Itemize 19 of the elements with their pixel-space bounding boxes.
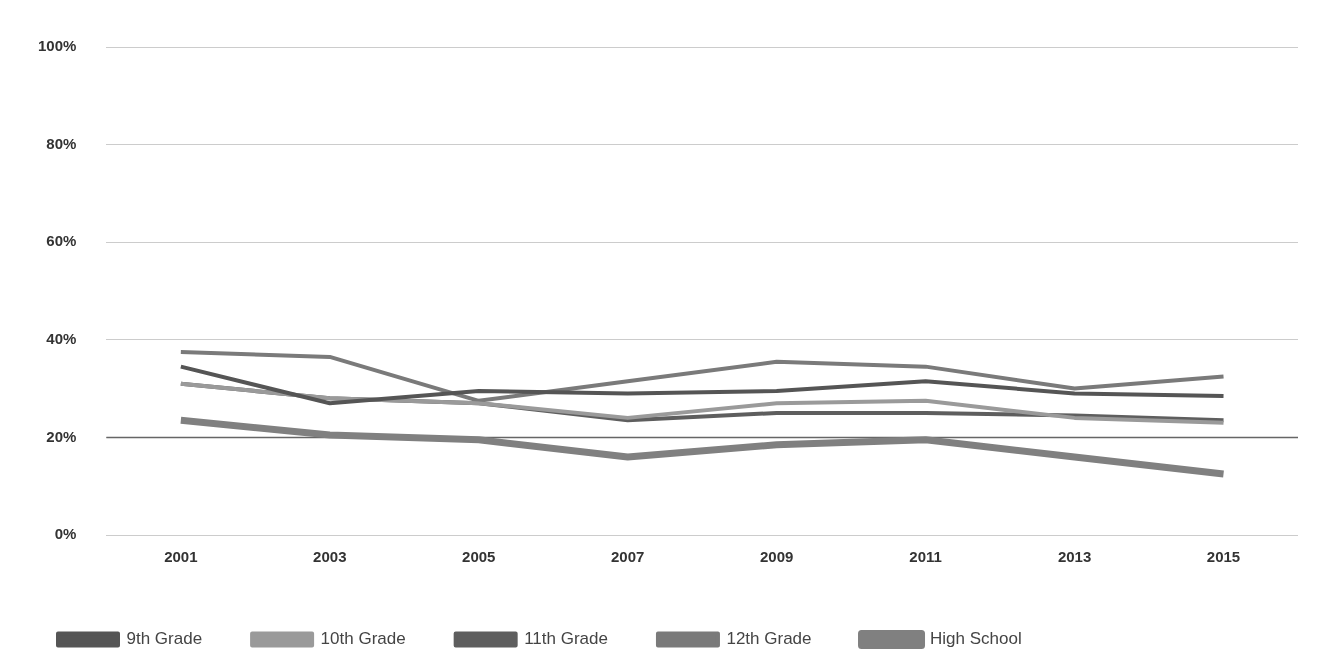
x-tick-label: 2009 <box>759 548 794 566</box>
x-tick-label: 2011 <box>909 548 942 566</box>
y-tick-label: 80% <box>46 134 77 152</box>
x-tick-label: 2005 <box>462 548 496 566</box>
x-tick-label: 2015 <box>1206 548 1241 566</box>
legend-label: High School <box>930 629 1022 649</box>
x-tick-label: 2007 <box>611 548 645 566</box>
y-tick-label: 60% <box>46 232 77 250</box>
y-tick-label: 20% <box>46 427 77 445</box>
legend-label: 10th Grade <box>320 629 406 649</box>
x-tick-label: 2013 <box>1057 548 1092 566</box>
y-tick-label: 40% <box>46 329 77 347</box>
x-tick-label: 2003 <box>313 548 347 566</box>
legend-label: 9th Grade <box>126 629 203 649</box>
legend-label: 11th Grade <box>524 629 608 649</box>
x-tick-label: 2001 <box>164 548 198 566</box>
y-tick-label: 0% <box>54 525 77 543</box>
y-tick-label: 100% <box>37 37 77 55</box>
legend-label: 12th Grade <box>726 629 812 649</box>
